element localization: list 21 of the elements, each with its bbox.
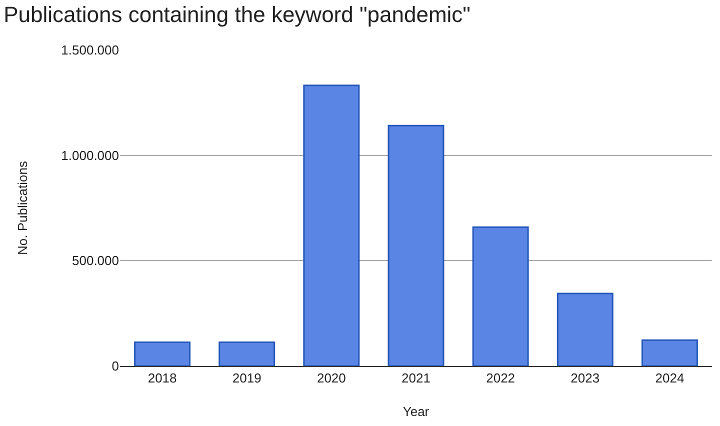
y-tick-label: 1.000.000 [61, 148, 119, 163]
bar [388, 124, 444, 366]
bar [472, 226, 529, 366]
x-tick-label: 2019 [232, 370, 262, 386]
x-tick-label: 2024 [655, 370, 684, 386]
y-tick-label: 1.500.000 [61, 42, 119, 58]
bar [556, 292, 614, 366]
x-tick-label: 2018 [148, 370, 177, 386]
bar [303, 84, 360, 366]
x-tick-label: 2023 [570, 370, 600, 386]
bar [218, 341, 276, 366]
chart-title: Publications containing the keyword "pandemic" [4, 2, 470, 27]
bar [641, 339, 698, 366]
x-tick-label: 2021 [402, 370, 430, 386]
x-tick-label: 2020 [316, 370, 346, 386]
x-tick-label: 2022 [486, 370, 516, 386]
y-tick-label: 0 [112, 358, 119, 374]
bar [134, 341, 191, 366]
y-tick-label: 500.000 [72, 253, 119, 268]
x-axis-title: Year [402, 404, 430, 420]
y-axis-title: No. Publications [15, 160, 30, 255]
